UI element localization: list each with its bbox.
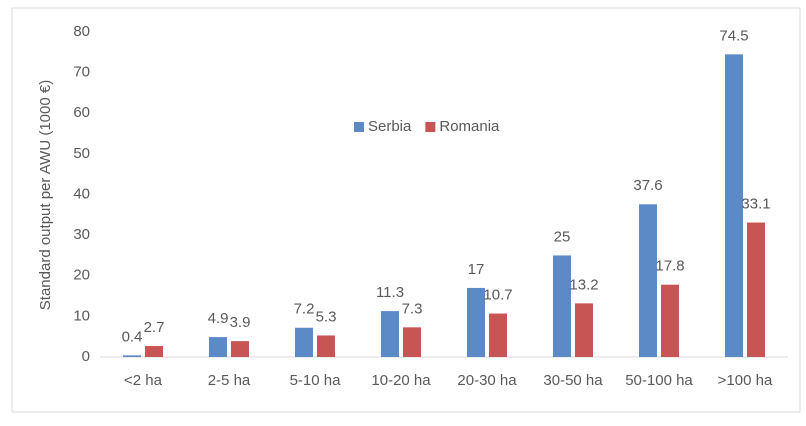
- legend-label: Serbia: [368, 118, 412, 135]
- y-tick-label: 20: [73, 267, 90, 284]
- bar: [145, 346, 163, 357]
- data-label: 74.5: [719, 27, 748, 44]
- x-tick-label: <2 ha: [124, 372, 163, 389]
- x-tick-label: 50-100 ha: [625, 372, 693, 389]
- data-label: 11.3: [376, 284, 404, 301]
- data-label: 10.7: [483, 287, 512, 304]
- data-label: 2.7: [144, 319, 165, 336]
- legend-swatch: [425, 122, 436, 132]
- y-tick-label: 70: [73, 64, 90, 81]
- y-tick-label: 40: [73, 185, 90, 202]
- bar: [209, 337, 227, 357]
- data-label: 33.1: [741, 196, 770, 213]
- x-tick-label: 5-10 ha: [290, 372, 342, 389]
- data-label: 37.6: [633, 177, 662, 194]
- y-tick-label: 10: [73, 307, 90, 324]
- data-label: 5.3: [316, 308, 337, 325]
- x-tick-label: >100 ha: [718, 372, 773, 389]
- bar: [639, 204, 657, 357]
- bar: [747, 222, 765, 357]
- bar: [317, 335, 335, 357]
- bar: [553, 255, 571, 357]
- x-tick-label: 10-20 ha: [371, 372, 431, 389]
- legend-swatch: [354, 122, 364, 132]
- bar: [661, 284, 679, 357]
- bar: [575, 303, 593, 357]
- bar: [489, 313, 507, 357]
- bar: [725, 54, 743, 357]
- bar: [123, 355, 141, 357]
- data-label: 25: [554, 228, 571, 245]
- x-tick-label: 30-50 ha: [543, 372, 603, 389]
- data-label: 17.8: [655, 258, 684, 275]
- y-tick-label: 0: [82, 348, 90, 365]
- y-tick-label: 30: [73, 226, 90, 243]
- y-tick-label: 80: [73, 23, 90, 40]
- y-tick-label: 60: [73, 104, 90, 121]
- bar: [295, 327, 313, 357]
- bar: [381, 311, 399, 357]
- data-label: 3.9: [230, 314, 251, 331]
- data-label: 13.2: [569, 276, 598, 293]
- data-label: 7.2: [294, 301, 315, 318]
- data-label: 17: [468, 261, 485, 278]
- bar: [403, 327, 421, 357]
- data-label: 4.9: [208, 310, 229, 327]
- x-tick-label: 2-5 ha: [208, 372, 251, 389]
- bar: [231, 341, 249, 357]
- data-label: 0.4: [122, 328, 143, 345]
- legend-label: Romania: [439, 118, 500, 135]
- y-tick-label: 50: [73, 145, 90, 162]
- data-label: 7.3: [402, 300, 423, 317]
- x-tick-label: 20-30 ha: [457, 372, 517, 389]
- bar: [467, 287, 485, 357]
- y-axis-label: Standard output per AWU (1000 €): [37, 80, 54, 310]
